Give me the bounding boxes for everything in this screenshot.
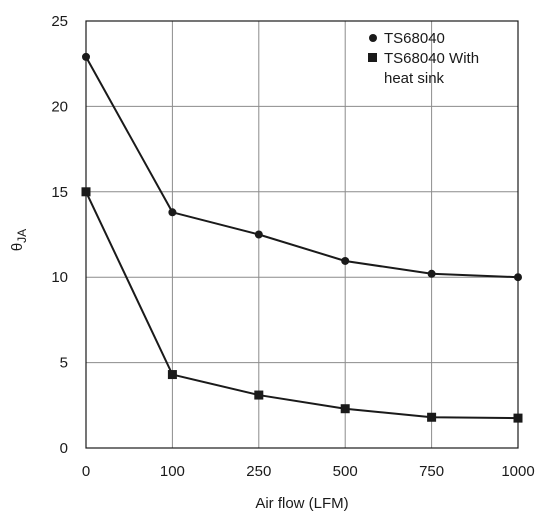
- legend-label-heat-sink-line2: heat sink: [384, 70, 445, 87]
- legend: TS68040 TS68040 With heat sink: [368, 30, 479, 87]
- x-tick-label: 1000: [501, 463, 534, 480]
- gridlines: [86, 21, 518, 448]
- x-tick-label: 0: [82, 463, 90, 480]
- data-point-square: [167, 370, 177, 380]
- legend-label-heat-sink-line1: TS68040 With: [384, 50, 479, 67]
- y-tick-label: 10: [51, 269, 68, 286]
- data-point-circle: [82, 52, 90, 61]
- y-tick-label: 15: [51, 184, 68, 201]
- data-point-circle: [341, 256, 350, 265]
- y-tick-label: 5: [60, 355, 68, 372]
- data-point-circle: [254, 230, 263, 239]
- y-tick-label: 25: [51, 13, 68, 30]
- data-point-circle: [427, 269, 436, 278]
- data-point-square: [513, 413, 523, 423]
- x-tick-label: 750: [419, 463, 444, 480]
- y-tick-labels: 0 5 10 15 20 25: [51, 13, 68, 457]
- y-axis-title-symbol: θ: [9, 243, 26, 251]
- data-point-square: [254, 390, 264, 400]
- y-axis-title: θJA: [9, 229, 29, 251]
- series-line-0: [85, 56, 519, 279]
- y-axis-title-subscript: JA: [15, 229, 29, 243]
- data-point-square: [427, 412, 437, 422]
- data-point-circle: [168, 208, 177, 217]
- x-tick-labels: 0 100 250 500 750 1000: [82, 463, 535, 480]
- legend-label-ts68040: TS68040: [384, 30, 445, 47]
- series-line-1: [85, 191, 519, 420]
- data-point-square: [81, 187, 91, 197]
- x-tick-label: 100: [160, 463, 185, 480]
- svg-text:θJA: θJA: [9, 229, 29, 251]
- x-axis-title: Air flow (LFM): [255, 495, 348, 512]
- legend-marker-square: [368, 53, 377, 62]
- plot-frame: [85, 20, 519, 449]
- legend-marker-circle: [369, 34, 377, 42]
- data-point-circle: [514, 273, 522, 282]
- y-tick-label: 20: [51, 98, 68, 115]
- data-point-square: [340, 404, 350, 414]
- x-tick-label: 250: [246, 463, 271, 480]
- x-tick-label: 500: [333, 463, 358, 480]
- y-tick-label: 0: [60, 440, 68, 457]
- series-group: [81, 52, 523, 423]
